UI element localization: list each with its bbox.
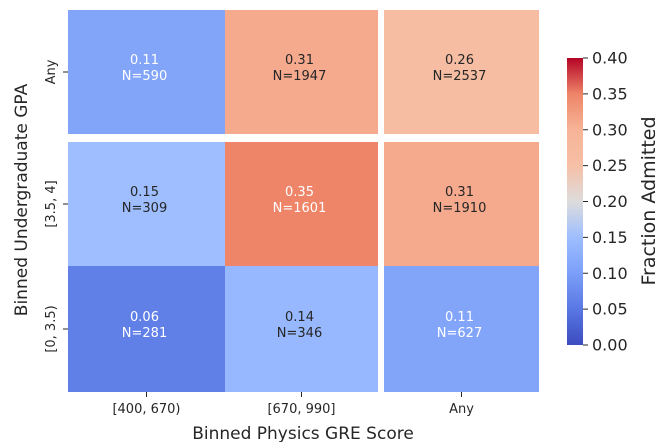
cell-value-label: 0.11 [130,53,159,68]
cell-count-label: N=1601 [273,201,327,216]
cell-count-label: N=346 [277,326,322,341]
cell-value-label: 0.31 [445,185,474,200]
cell-value-label: 0.14 [285,310,314,325]
cell-value-label: 0.31 [285,53,314,68]
y-tick-label: Any [44,59,59,84]
heatmap-cell [225,10,378,134]
colorbar-tick-label: 0.05 [592,300,628,319]
cell-count-label: N=1947 [273,69,327,84]
heatmap-cell [384,142,539,266]
heatmap-cell [225,266,378,392]
cell-count-label: N=309 [122,201,167,216]
heatmap-cell [68,142,225,266]
cell-count-label: N=2537 [433,69,487,84]
heatmap-cell [384,10,539,134]
cell-value-label: 0.06 [130,310,159,325]
heatmap-cell [68,10,225,134]
y-tick-label: [0, 3.5) [44,305,59,352]
colorbar-tick-label: 0.15 [592,228,628,247]
colorbar-tick-label: 0.20 [592,192,628,211]
colorbar-tick-label: 0.35 [592,84,628,103]
x-axis-label: Binned Physics GRE Score [192,424,414,442]
colorbar-tick-label: 0.40 [592,49,628,68]
cell-value-label: 0.15 [130,185,159,200]
colorbar-tick-label: 0.00 [592,336,628,355]
cell-count-label: N=1910 [433,201,487,216]
heatmap-cell [384,266,539,392]
colorbar-tick-label: 0.10 [592,264,628,283]
heatmap-cell [68,266,225,392]
y-axis-label: Binned Undergraduate GPA [12,83,32,316]
colorbar-tick-label: 0.25 [592,156,628,175]
cell-value-label: 0.35 [285,185,314,200]
x-tick-label: [400, 670) [112,402,180,417]
colorbar-tick-label: 0.30 [592,120,628,139]
colorbar [567,58,583,345]
y-tick-label: [3.5, 4] [44,180,59,227]
colorbar-label: Fraction Admitted [638,116,655,285]
cell-count-label: N=627 [437,326,482,341]
x-tick-label: [670, 990] [267,402,335,417]
cell-count-label: N=281 [122,326,167,341]
heatmap-cell [225,142,378,266]
cell-value-label: 0.11 [445,310,474,325]
x-tick-label: Any [449,402,474,417]
cell-count-label: N=590 [122,69,167,84]
cell-value-label: 0.26 [445,53,474,68]
